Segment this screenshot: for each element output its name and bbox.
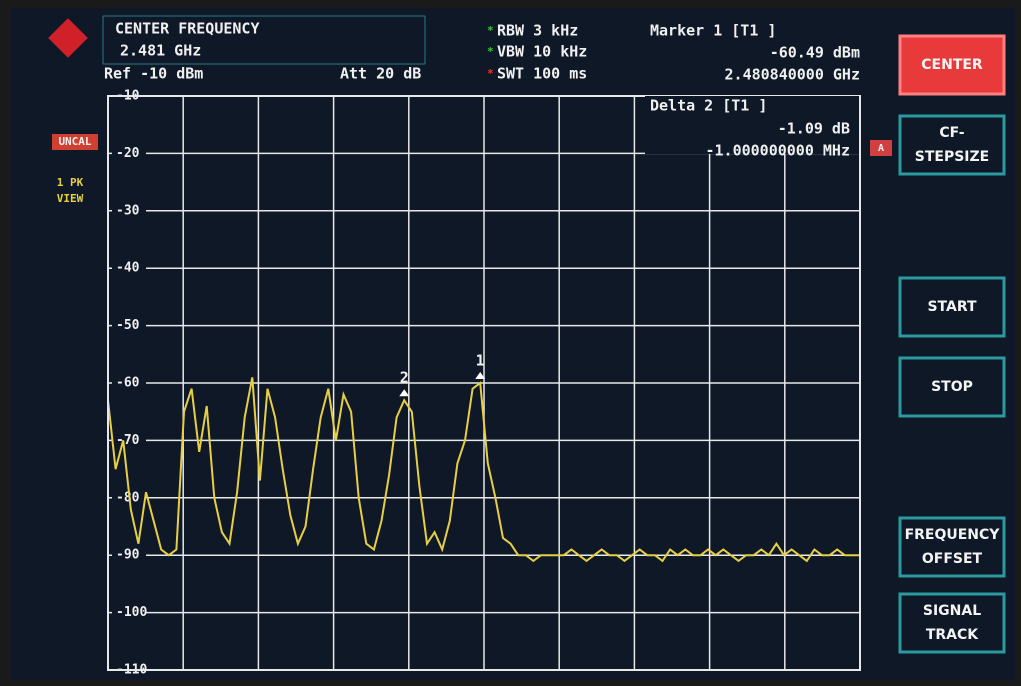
tick-label-bg xyxy=(112,432,146,449)
y-tick-label: -60 xyxy=(116,376,140,391)
uncal-badge xyxy=(52,134,98,150)
tick-label-bg xyxy=(112,317,146,334)
softkey-bg[interactable] xyxy=(898,516,1006,578)
attenuation: Att 20 dB xyxy=(340,65,421,83)
softkey[interactable]: CF- STEPSIZE xyxy=(898,114,1006,176)
softkey-label[interactable]: START xyxy=(927,299,977,315)
dot: * xyxy=(487,24,494,37)
softkey[interactable]: START xyxy=(898,276,1006,338)
plot-border xyxy=(107,95,861,671)
center-box xyxy=(102,15,426,65)
marker1-freq: 2.480840000 GHz xyxy=(725,66,860,84)
marker-label: 1 xyxy=(476,352,485,370)
uncal: UNCAL xyxy=(58,135,91,148)
trace-tag: A xyxy=(878,143,884,154)
dot: * xyxy=(487,45,494,58)
marker-label: 2 xyxy=(400,369,409,387)
softkey-label[interactable]: TRACK xyxy=(926,627,979,643)
tick-label-bg xyxy=(112,375,146,391)
trace-mode: VIEW xyxy=(57,192,84,205)
trace-info: 1 PK xyxy=(57,176,84,189)
tick-label-bg xyxy=(112,547,146,564)
softkey-label[interactable]: FREQUENCY xyxy=(905,527,1001,543)
delta-title: Delta 2 [T1 ] xyxy=(650,97,767,115)
y-tick-label: -40 xyxy=(116,261,140,276)
softkey[interactable]: SIGNAL TRACK xyxy=(898,592,1006,654)
softkey-label[interactable]: CF- xyxy=(939,125,964,141)
vbw: VBW 10 kHz xyxy=(497,43,587,61)
tick-label-bg xyxy=(112,260,146,277)
dot: * xyxy=(487,67,494,80)
ref-level: Ref -10 dBm xyxy=(104,65,203,83)
swt: SWT 100 ms xyxy=(497,65,587,83)
y-tick-label: -90 xyxy=(116,548,140,563)
delta-freq: -1.000000000 MHz xyxy=(706,142,851,160)
softkey-label[interactable]: CENTER xyxy=(921,57,983,73)
y-tick-label: -100 xyxy=(116,605,147,620)
softkey-bg[interactable] xyxy=(898,34,1006,96)
marker1-title: Marker 1 [T1 ] xyxy=(650,22,776,40)
softkey-bg[interactable] xyxy=(898,114,1006,176)
softkey[interactable]: CENTER xyxy=(898,34,1006,96)
softkey-bg[interactable] xyxy=(898,356,1006,418)
marker1-level: -60.49 dBm xyxy=(770,44,860,62)
softkey-bg[interactable] xyxy=(898,276,1006,338)
trace-tag-bg xyxy=(870,140,892,156)
screen-bg xyxy=(10,8,1015,680)
y-tick-label: -20 xyxy=(116,146,140,161)
marker-arrow xyxy=(475,372,486,379)
softkey[interactable]: STOP xyxy=(898,356,1006,418)
softkey-label[interactable]: STEPSIZE xyxy=(915,149,989,165)
softkey[interactable]: FREQUENCY OFFSET xyxy=(898,516,1006,578)
trace xyxy=(107,377,860,563)
marker-arrow xyxy=(399,389,410,397)
center-value: 2.481 GHz xyxy=(120,42,201,60)
delta-box xyxy=(645,96,859,154)
softkey-label[interactable]: OFFSET xyxy=(922,551,983,567)
softkey-label[interactable]: SIGNAL xyxy=(923,603,981,619)
tick-label-bg xyxy=(112,145,146,162)
y-tick-label: -50 xyxy=(116,318,140,333)
y-tick-label: -30 xyxy=(116,203,140,218)
tick-label-bg xyxy=(112,604,146,621)
delta-level: -1.09 dB xyxy=(778,120,850,138)
softkey-label[interactable]: STOP xyxy=(931,379,973,395)
rbw: RBW 3 kHz xyxy=(497,22,578,40)
tick-label-bg xyxy=(112,202,146,219)
softkey-bg[interactable] xyxy=(898,592,1006,654)
y-tick-label: -80 xyxy=(116,490,140,505)
center-label: CENTER FREQUENCY xyxy=(115,20,260,38)
y-tick-label: -70 xyxy=(116,433,140,448)
